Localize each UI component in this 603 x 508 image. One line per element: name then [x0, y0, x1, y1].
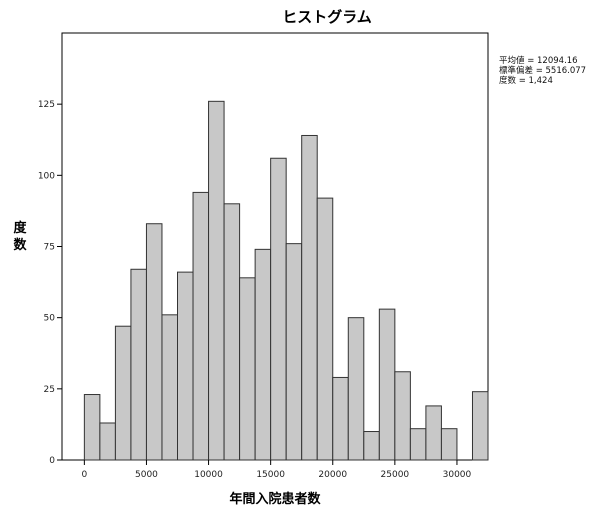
- y-axis: 0 25 50 75 100 125: [38, 100, 62, 466]
- histogram-bar-21: [410, 429, 426, 460]
- histogram-bar-8: [209, 101, 225, 460]
- histogram-bar-7: [193, 192, 209, 460]
- x-axis: 0 5000 10000 15000 20000 25000 30000: [81, 460, 471, 480]
- chart-title: ヒストグラム: [282, 8, 372, 26]
- histogram-bar-14: [302, 135, 318, 460]
- x-tick-label: 0: [81, 470, 87, 480]
- y-tick-label: 0: [49, 456, 55, 466]
- histogram-bar-16: [333, 377, 349, 460]
- histogram-bar-2: [115, 326, 131, 460]
- histogram-bar-5: [162, 315, 178, 460]
- histogram-bar-1: [100, 423, 116, 460]
- stats-mean: 平均値 = 12094.16: [499, 56, 586, 66]
- histogram-bar-9: [224, 204, 240, 460]
- y-tick-label: 125: [38, 100, 55, 110]
- histogram-bar-4: [146, 224, 162, 460]
- histogram-bar-15: [317, 198, 333, 460]
- histogram-bar-22: [426, 406, 442, 460]
- y-tick-label: 50: [44, 314, 56, 324]
- y-axis-label: 度数: [13, 220, 27, 253]
- x-tick-label: 25000: [381, 470, 410, 480]
- stats-legend: 平均値 = 12094.16 標準偏差 = 5516.077 度数 = 1,42…: [499, 56, 586, 86]
- x-tick-label: 15000: [256, 470, 285, 480]
- histogram-bar-10: [240, 278, 256, 460]
- histogram-bar-18: [364, 432, 380, 460]
- x-tick-label: 30000: [443, 470, 472, 480]
- histogram-bar-20: [395, 372, 411, 460]
- histogram-bar-19: [379, 309, 395, 460]
- histogram-bar-12: [271, 158, 287, 460]
- histogram-bar-17: [348, 318, 364, 460]
- histogram-bar-3: [131, 269, 147, 460]
- histogram-bar-23: [441, 429, 457, 460]
- stats-count: 度数 = 1,424: [499, 76, 586, 86]
- y-tick-label: 100: [38, 171, 55, 181]
- histogram-bar-11: [255, 249, 271, 460]
- x-tick-label: 10000: [194, 470, 223, 480]
- y-tick-label: 75: [44, 243, 55, 253]
- histogram-bar-24: [472, 392, 488, 460]
- stats-stddev: 標準偏差 = 5516.077: [499, 66, 586, 76]
- histogram-bar-0: [84, 395, 100, 460]
- histogram-bar-6: [178, 272, 194, 460]
- histogram-bar-13: [286, 244, 302, 460]
- x-tick-label: 20000: [318, 470, 347, 480]
- x-tick-label: 5000: [135, 470, 158, 480]
- x-axis-label: 年間入院患者数: [229, 491, 321, 507]
- y-tick-label: 25: [44, 385, 55, 395]
